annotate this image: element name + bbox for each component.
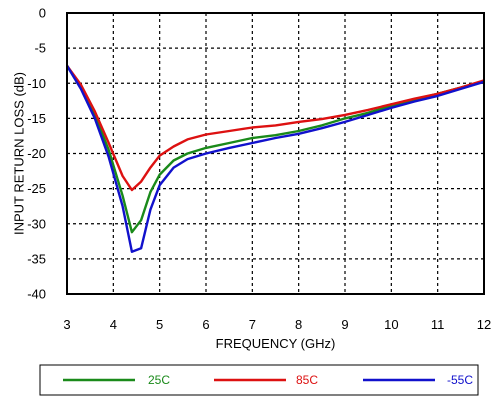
legend-label: 25C bbox=[148, 373, 170, 387]
x-tick-label: 10 bbox=[384, 317, 398, 332]
series-lines bbox=[65, 64, 485, 253]
y-tick-label: -30 bbox=[27, 216, 46, 231]
y-tick-label: -15 bbox=[27, 111, 46, 126]
y-tick-label: -25 bbox=[27, 181, 46, 196]
y-axis-label: INPUT RETURN LOSS (dB) bbox=[11, 72, 26, 235]
x-tick-label: 3 bbox=[63, 317, 70, 332]
y-tick-label: -20 bbox=[27, 146, 46, 161]
y-tick-labels: 0 -5 -10 -15 -20 -25 -30 -35 -40 bbox=[27, 6, 46, 302]
y-tick-label: -10 bbox=[27, 76, 46, 91]
series-line-25C bbox=[65, 65, 485, 234]
x-tick-label: 9 bbox=[341, 317, 348, 332]
y-tick-label: -5 bbox=[34, 41, 46, 56]
y-tick-label: 0 bbox=[39, 6, 46, 21]
x-tick-label: 12 bbox=[477, 317, 491, 332]
x-tick-label: 4 bbox=[110, 317, 117, 332]
grid bbox=[67, 13, 484, 294]
series-line-85C bbox=[66, 64, 485, 192]
x-tick-label: 6 bbox=[202, 317, 209, 332]
x-axis-label: FREQUENCY (GHz) bbox=[216, 336, 336, 351]
legend-label: -55C bbox=[447, 373, 473, 387]
plot-frame bbox=[66, 12, 485, 295]
x-tick-label: 7 bbox=[249, 317, 256, 332]
x-tick-labels: 3 4 5 6 7 8 9 10 11 12 bbox=[63, 317, 491, 332]
x-tick-label: 8 bbox=[295, 317, 302, 332]
y-tick-label: -40 bbox=[27, 287, 46, 302]
series-line--55C bbox=[65, 65, 485, 253]
legend-label: 85C bbox=[296, 373, 318, 387]
y-tick-label: -35 bbox=[27, 251, 46, 266]
x-tick-label: 11 bbox=[431, 317, 445, 332]
legend: 25C 85C -55C bbox=[63, 373, 473, 387]
x-tick-label: 5 bbox=[156, 317, 163, 332]
